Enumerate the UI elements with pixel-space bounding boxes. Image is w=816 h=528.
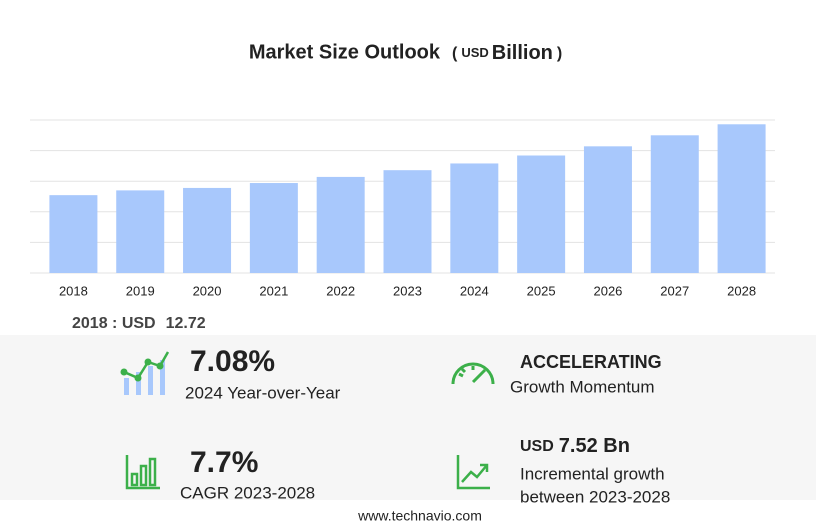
gauge-icon [451,362,495,385]
stat-label: between 2023-2028 [520,487,670,506]
bar [183,187,232,273]
stat-label: Incremental growth [520,464,665,483]
bar [316,176,365,273]
stats-panel [0,335,816,500]
stat-value: 7.7% [190,446,258,479]
bar [450,163,499,273]
cagr-icon [125,455,160,490]
chart-title: Market Size Outlook [249,41,441,63]
bar [517,155,566,273]
bar [650,135,699,273]
bar [49,195,98,273]
x-tick-label: 2021 [259,283,288,298]
bar [583,146,632,273]
x-tick-label: 2018 [59,283,88,298]
x-tick-label: 2026 [593,283,622,298]
title-unit: (USD Billion) [452,42,562,64]
growth-icon [456,455,490,490]
stat-label: CAGR 2023-2028 [180,483,315,502]
x-tick-label: 2028 [727,283,756,298]
bar [383,170,432,273]
x-tick-label: 2023 [393,283,422,298]
bar [249,183,298,273]
summary: 2018 : USD 12.72 [72,315,206,332]
x-tick-label: 2019 [126,283,155,298]
stat-label: 2024 Year-over-Year [185,383,341,402]
x-tick-label: 2027 [660,283,689,298]
stat-value: ACCELERATING [520,352,662,372]
stat-value: USD 7.52 Bn [520,435,630,457]
x-tick-label: 2020 [193,283,222,298]
yoy-icon [120,351,170,395]
x-tick-label: 2024 [460,283,489,298]
x-tick-label: 2022 [326,283,355,298]
x-tick-label: 2025 [527,283,556,298]
stat-label: Growth Momentum [510,377,655,396]
bar [116,190,165,273]
footer: www.technavio.com [357,508,482,524]
stat-value: 7.08% [190,345,275,378]
bar [717,124,766,273]
